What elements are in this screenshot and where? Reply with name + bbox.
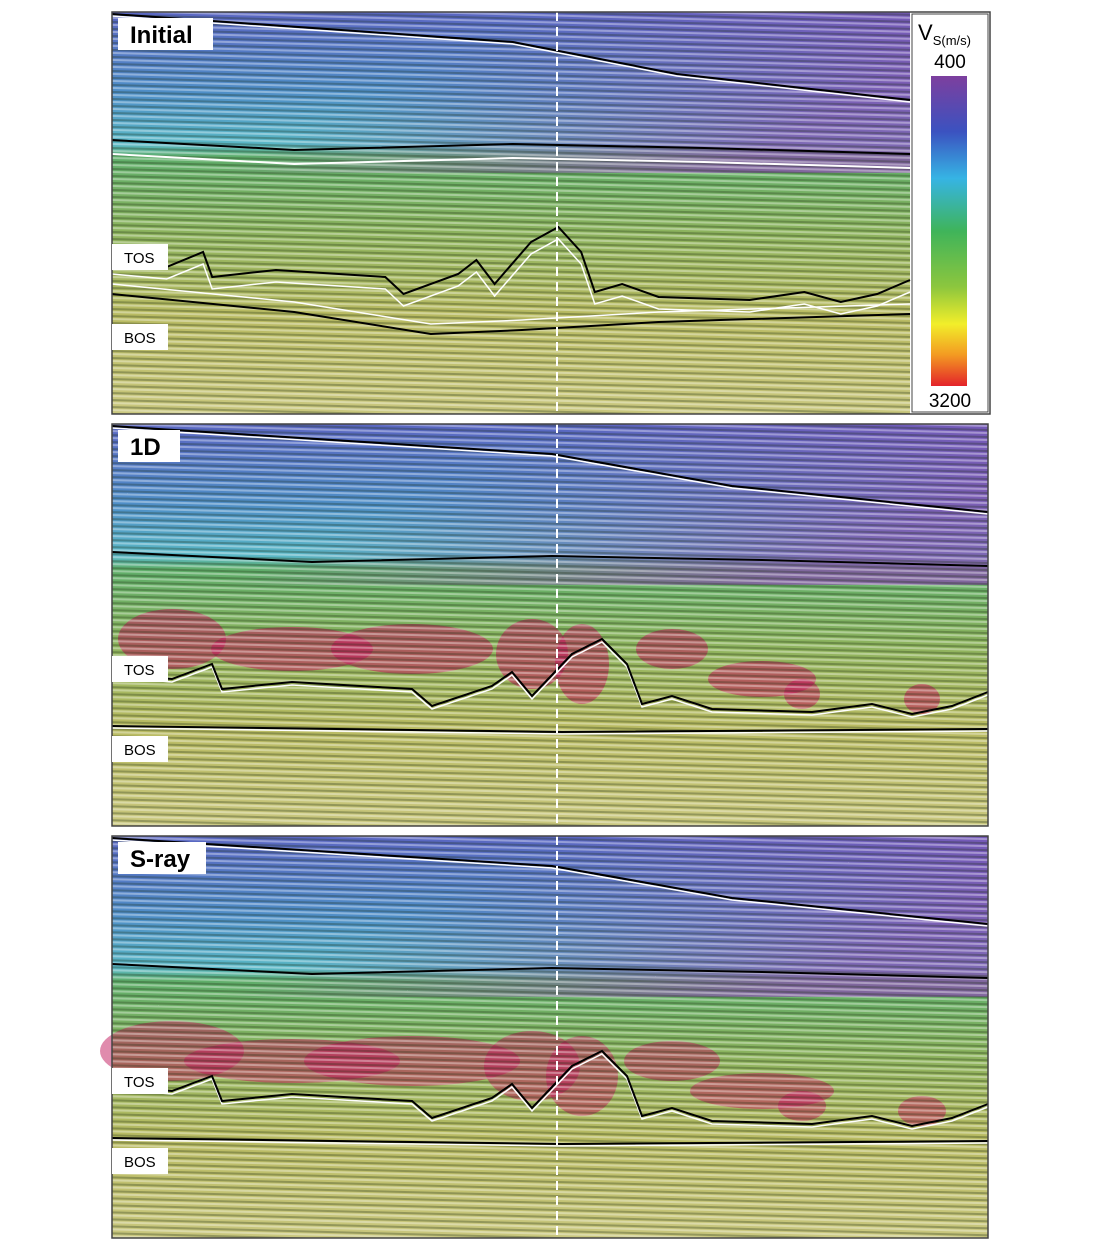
horizon bbox=[111, 15, 911, 103]
colorbar-gradient bbox=[931, 76, 967, 386]
panel: 1D TOS BOS bbox=[111, 423, 989, 827]
horizon bbox=[111, 1139, 989, 1147]
horizon bbox=[111, 1053, 989, 1130]
horizon bbox=[111, 283, 911, 325]
seismic-stripes bbox=[112, 12, 910, 414]
label-box bbox=[112, 244, 168, 270]
horizon bbox=[111, 293, 911, 336]
horizon bbox=[111, 963, 989, 979]
horizon bbox=[111, 641, 989, 718]
label-box bbox=[112, 736, 168, 762]
horizon bbox=[111, 139, 911, 155]
label-box bbox=[118, 842, 206, 874]
panel: Initial TOS BOS bbox=[111, 11, 991, 415]
label-box bbox=[112, 1068, 168, 1094]
horizon bbox=[111, 425, 989, 513]
label-box bbox=[112, 656, 168, 682]
horizon bbox=[111, 725, 989, 734]
colorbar: VS(m/s) 400 3200 bbox=[911, 13, 989, 413]
colorbar-title: VS(m/s) bbox=[918, 20, 971, 48]
horizon bbox=[111, 839, 989, 927]
tos-label: TOS bbox=[124, 1074, 155, 1091]
panel-label: Initial bbox=[130, 22, 193, 49]
horizon bbox=[111, 551, 989, 567]
colorbar-title-sub: S(m/s) bbox=[933, 33, 971, 48]
horizon bbox=[111, 1137, 989, 1146]
seismic-stripes bbox=[112, 836, 988, 1238]
bos-label: BOS bbox=[124, 1154, 156, 1171]
panel-label: S-ray bbox=[130, 846, 191, 873]
colorbar-bottom-label: 3200 bbox=[929, 391, 971, 412]
horizon bbox=[111, 225, 911, 304]
bos-label: BOS bbox=[124, 330, 156, 347]
tos-label: TOS bbox=[124, 250, 155, 267]
horizon bbox=[111, 13, 911, 101]
label-box bbox=[118, 430, 180, 462]
horizon bbox=[111, 1049, 989, 1128]
panel: S-ray TOS BOS bbox=[100, 835, 989, 1239]
label-box bbox=[118, 18, 213, 50]
horizon bbox=[111, 837, 989, 925]
colorbar-top-label: 400 bbox=[934, 52, 966, 73]
tos-label: TOS bbox=[124, 662, 155, 679]
horizon bbox=[111, 427, 989, 515]
horizon bbox=[111, 238, 911, 315]
horizon bbox=[111, 727, 989, 735]
frame bbox=[111, 835, 989, 1239]
frame bbox=[111, 423, 989, 827]
horizon bbox=[111, 153, 911, 169]
panel-label: 1D bbox=[130, 434, 161, 461]
frame bbox=[111, 11, 991, 415]
seismic-stripes bbox=[112, 424, 988, 826]
horizon bbox=[111, 637, 989, 716]
colorbar-title-main: V bbox=[918, 20, 933, 45]
label-box bbox=[112, 324, 168, 350]
bos-label: BOS bbox=[124, 742, 156, 759]
label-box bbox=[112, 1148, 168, 1174]
